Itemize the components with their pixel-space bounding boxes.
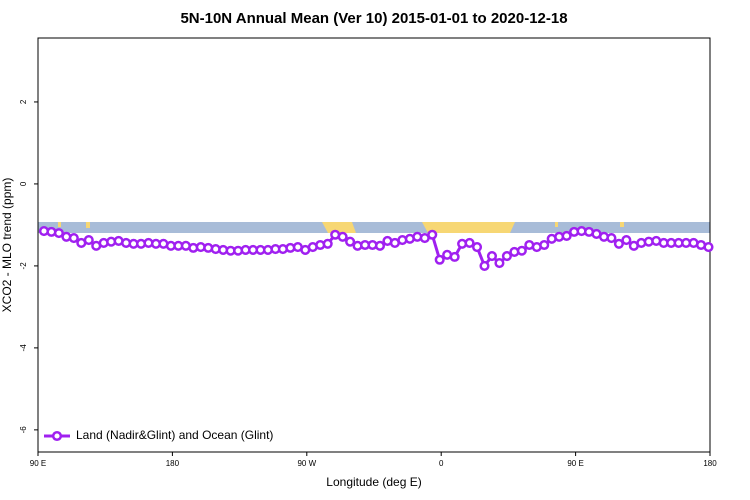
data-point: [464, 237, 475, 249]
y-tick-label: -2: [19, 262, 28, 270]
x-axis-label: Longitude (deg E): [326, 475, 421, 489]
data-point: [83, 235, 94, 246]
data-point: [427, 229, 438, 240]
y-tick-label: 0: [19, 181, 28, 186]
x-tick-label: 180: [166, 459, 180, 468]
data-point: [561, 230, 572, 242]
y-tick-label: 2: [19, 99, 28, 104]
data-point: [621, 235, 632, 246]
data-point: [471, 241, 483, 253]
data-point: [501, 251, 512, 262]
x-tick-label: 180: [703, 459, 717, 468]
data-point: [606, 232, 617, 244]
legend-label: Land (Nadir&Glint) and Ocean (Glint): [76, 428, 273, 442]
x-tick-label: 90 W: [297, 459, 316, 468]
surface-strip: [38, 222, 710, 233]
data-point: [374, 240, 386, 251]
x-tick-label: 90 E: [30, 459, 46, 468]
data-point: [345, 236, 356, 247]
data-point: [486, 251, 498, 262]
y-axis-label: XCO2 - MLO trend (ppm): [0, 178, 14, 313]
data-point: [703, 241, 714, 253]
data-point: [322, 238, 333, 249]
data-point: [68, 232, 79, 244]
data-point: [53, 228, 64, 239]
y-tick-label: -6: [19, 426, 28, 434]
data-point: [434, 254, 445, 265]
x-tick-label: 0: [439, 459, 444, 468]
data-point: [479, 260, 490, 271]
data-point: [337, 231, 348, 242]
data-point: [516, 245, 527, 256]
x-tick-label: 90 E: [567, 459, 583, 468]
y-tick-label: -4: [19, 344, 28, 352]
data-point: [613, 238, 624, 249]
chart-title: 5N-10N Annual Mean (Ver 10) 2015-01-01 t…: [180, 10, 567, 27]
data-point: [539, 239, 550, 251]
data-point: [449, 251, 460, 262]
data-point: [494, 257, 505, 269]
legend-marker: [51, 430, 63, 442]
